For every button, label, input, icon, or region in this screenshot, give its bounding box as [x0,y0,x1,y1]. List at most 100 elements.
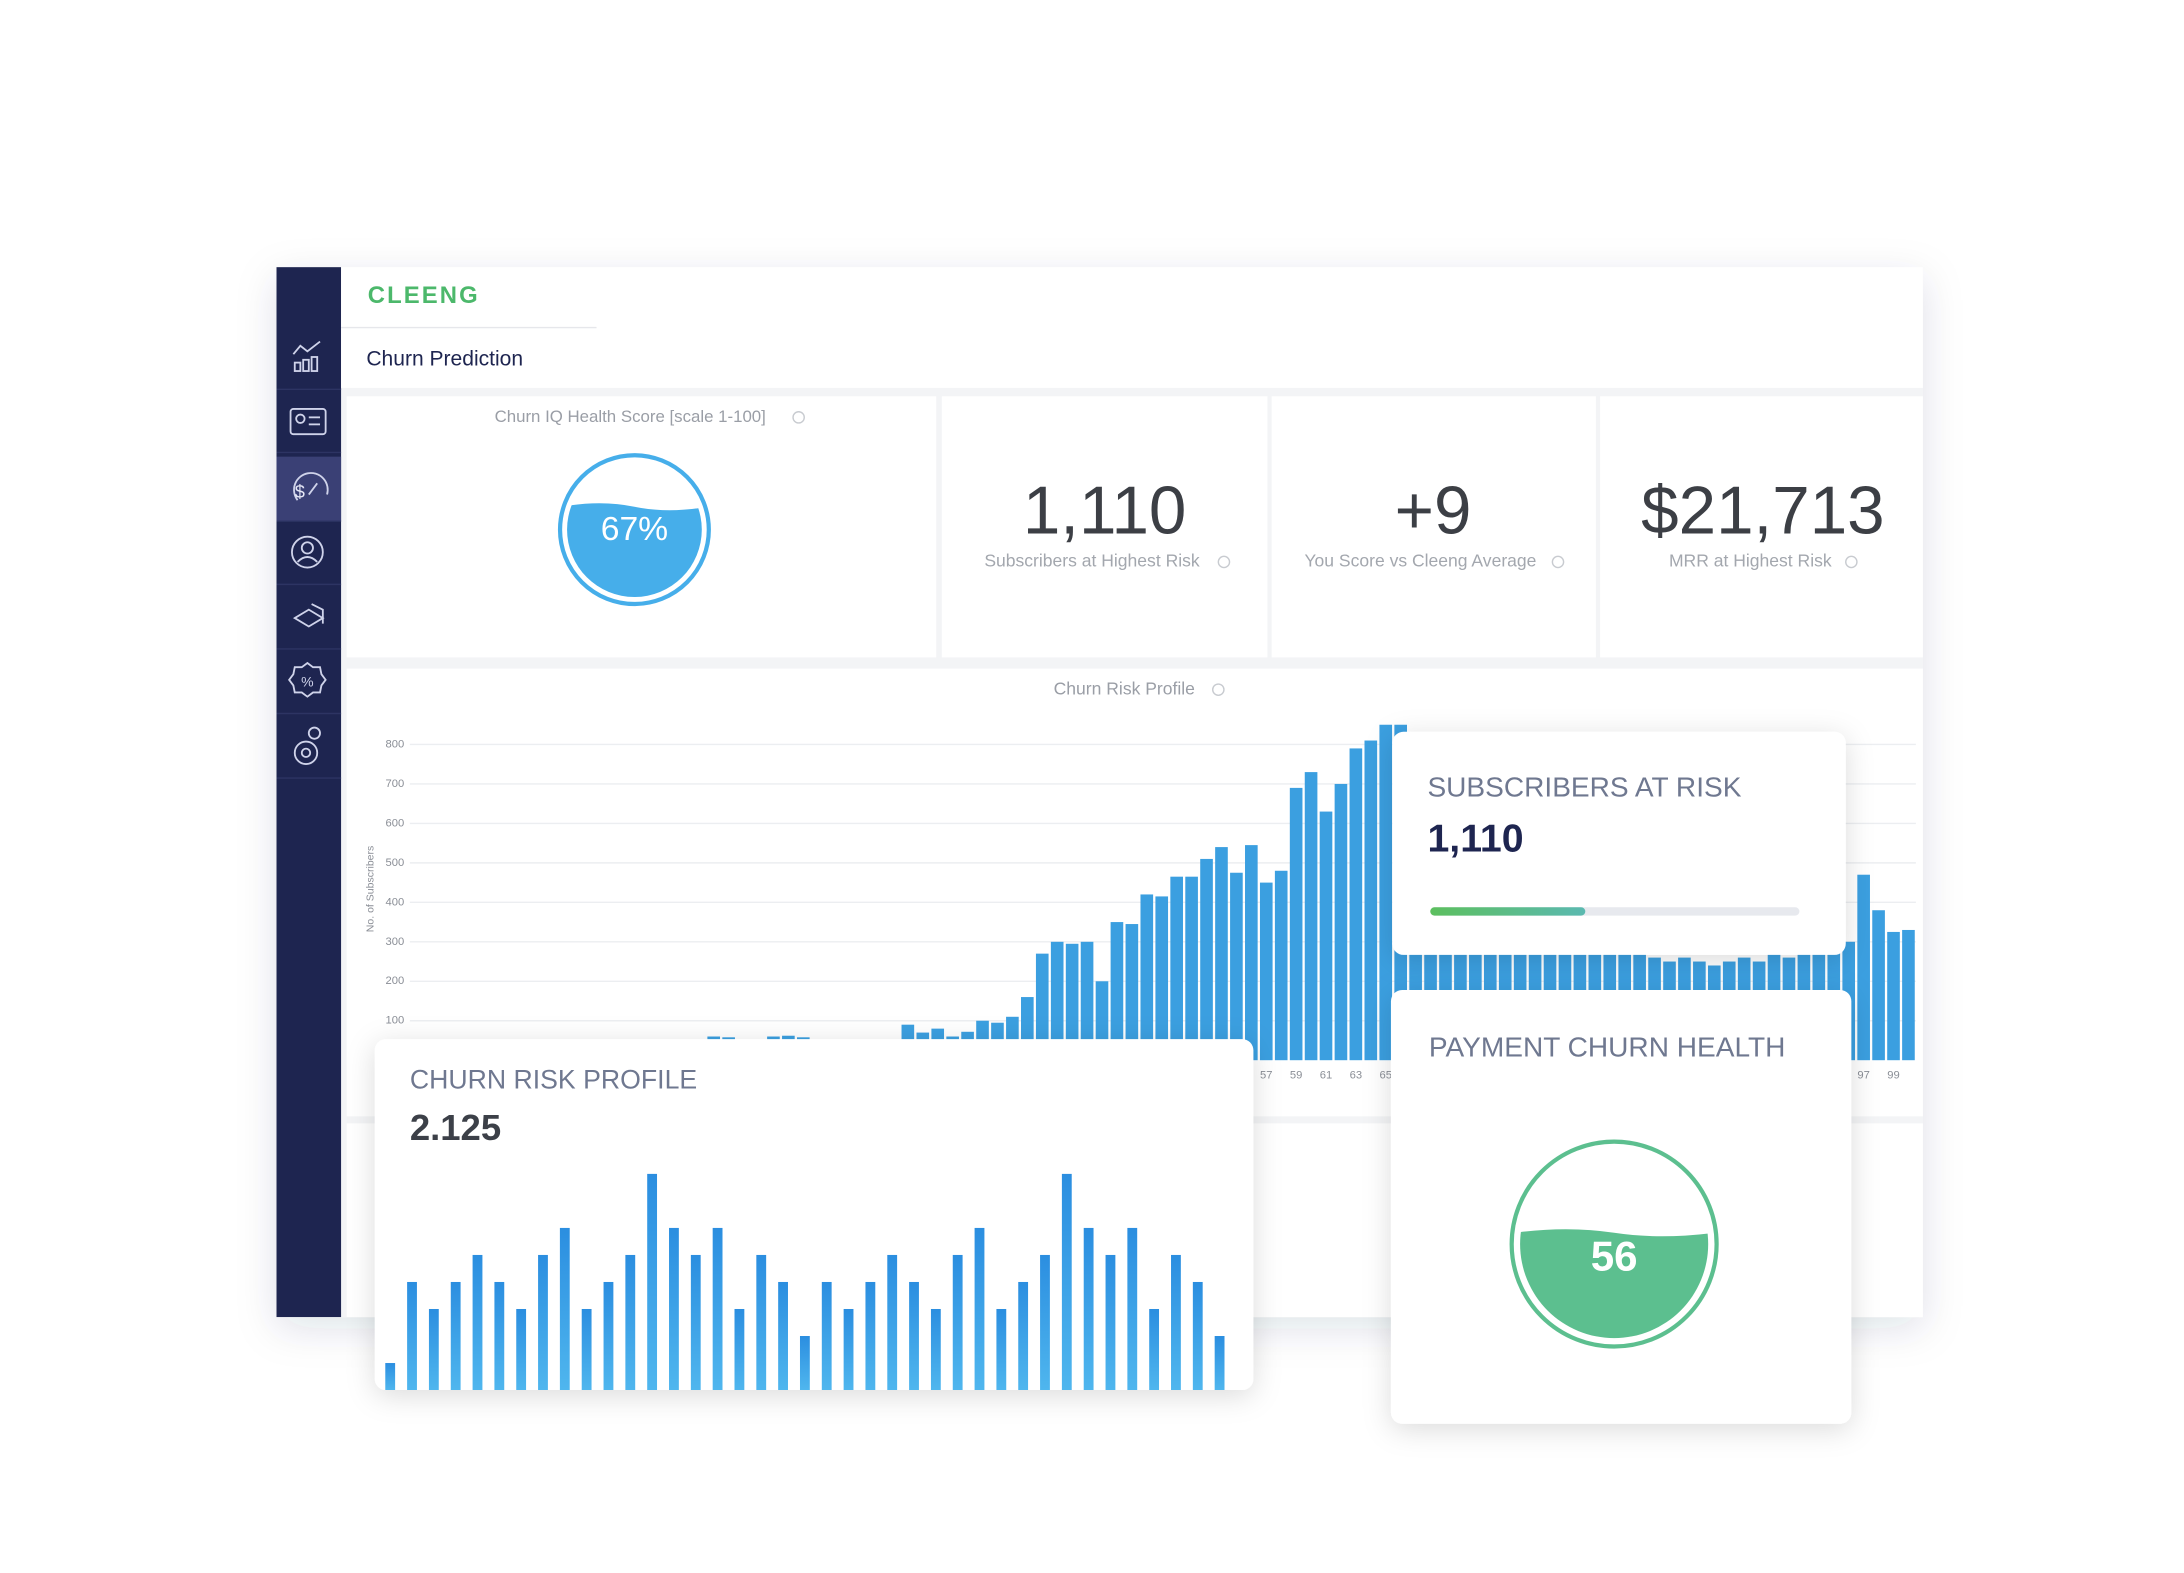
kpi-value: $21,713 [1641,473,1885,548]
info-icon [1551,555,1565,569]
bar [603,1281,614,1391]
kpi-panel [1600,396,1923,658]
bar [1065,943,1079,1061]
gauge-label: 56 [1591,1233,1638,1280]
bar [1035,953,1049,1061]
bar [1061,1173,1072,1391]
x-tick-label: 61 [1320,1070,1332,1082]
y-tick-label: 600 [386,817,405,829]
bar [647,1173,658,1391]
overlay-card [1392,731,1846,955]
y-axis-label: No. of Subscribers [364,846,376,933]
overlay-title: PAYMENT CHURN HEALTH [1429,1031,1786,1062]
info-icon [1212,683,1225,696]
y-tick-label: 500 [386,857,405,869]
x-tick-label: 65 [1380,1070,1392,1082]
bar [843,1308,854,1391]
overlay-value: 1,110 [1427,817,1523,861]
bar [778,1281,788,1391]
y-tick-label: 100 [386,1015,405,1027]
y-tick-label: 200 [386,975,405,987]
progress-fill [1430,907,1586,916]
bar [516,1308,527,1391]
svg-text:%: % [301,673,313,689]
kpi-value: +9 [1395,473,1472,548]
bar [1192,1281,1203,1391]
bar [1319,811,1333,1061]
bar [1105,1254,1116,1391]
y-tick-label: 400 [386,896,405,908]
bar [1274,870,1288,1061]
kpi-label: You Score vs Cleeng Average [1304,551,1536,571]
bar [1080,941,1094,1061]
bar [865,1281,876,1391]
info-icon [792,411,805,424]
sidebar-icons: $ % [276,340,342,779]
bar [1259,882,1273,1061]
bar [930,1308,941,1391]
bar [581,1308,592,1391]
bar [974,1227,985,1391]
bar [1149,1308,1160,1391]
bar [1887,931,1900,1061]
overlay-title: CHURN RISK PROFILE [410,1064,697,1094]
bar [450,1281,461,1391]
bar [1140,894,1154,1061]
bar [1171,1254,1181,1391]
bar [1155,896,1169,1061]
kpi-value: 1,110 [1023,473,1187,548]
x-tick-label: 59 [1290,1070,1302,1082]
bar [1200,858,1213,1061]
bar [1127,1227,1138,1391]
bar [887,1254,898,1391]
mini-bar-chart [385,1173,1225,1391]
y-tick-label: 300 [386,936,405,948]
bar [1872,910,1885,1061]
bar [1215,847,1228,1061]
bar [1334,783,1348,1061]
overlay-card [374,1039,1254,1391]
bar [669,1227,679,1391]
kpi-label: MRR at Highest Risk [1669,551,1832,571]
bar [1185,876,1198,1061]
bar [1050,941,1064,1061]
bar [799,1336,810,1391]
svg-text:$: $ [295,481,305,502]
y-tick-label: 700 [386,778,405,790]
bar [909,1281,919,1391]
bar [1125,924,1139,1061]
kpi-panel [941,396,1268,658]
gauge-fill [1520,1229,1709,1339]
gauge-fill [567,503,702,598]
bar [734,1308,745,1391]
bar [1040,1254,1050,1391]
bar [428,1308,439,1391]
bar [952,1254,963,1391]
kpi-panel [1271,396,1596,658]
bar [1230,872,1243,1061]
bar [538,1254,548,1391]
bar [1214,1336,1225,1391]
bar [1379,724,1393,1061]
kpi-title: Churn IQ Health Score [scale 1-100] [495,407,766,426]
chart-title: Churn Risk Profile [1054,678,1195,698]
brand-logo: CLEENG [368,282,480,309]
x-tick-label: 57 [1260,1070,1272,1082]
gauge-label: 67% [601,511,668,548]
bar [1364,740,1378,1061]
bar [821,1281,832,1391]
gauge [567,503,702,598]
bar [1170,876,1183,1061]
bar [712,1227,723,1391]
x-tick-label: 63 [1350,1070,1362,1082]
overlay-title: SUBSCRIBERS AT RISK [1427,772,1741,803]
info-icon [1217,555,1231,569]
x-tick-label: 97 [1857,1070,1869,1082]
bar [494,1281,505,1391]
y-tick-label: 800 [386,738,405,750]
x-tick-label: 99 [1887,1070,1899,1082]
bar [385,1363,396,1391]
sidebar-active [276,456,342,522]
bar [559,1227,570,1391]
